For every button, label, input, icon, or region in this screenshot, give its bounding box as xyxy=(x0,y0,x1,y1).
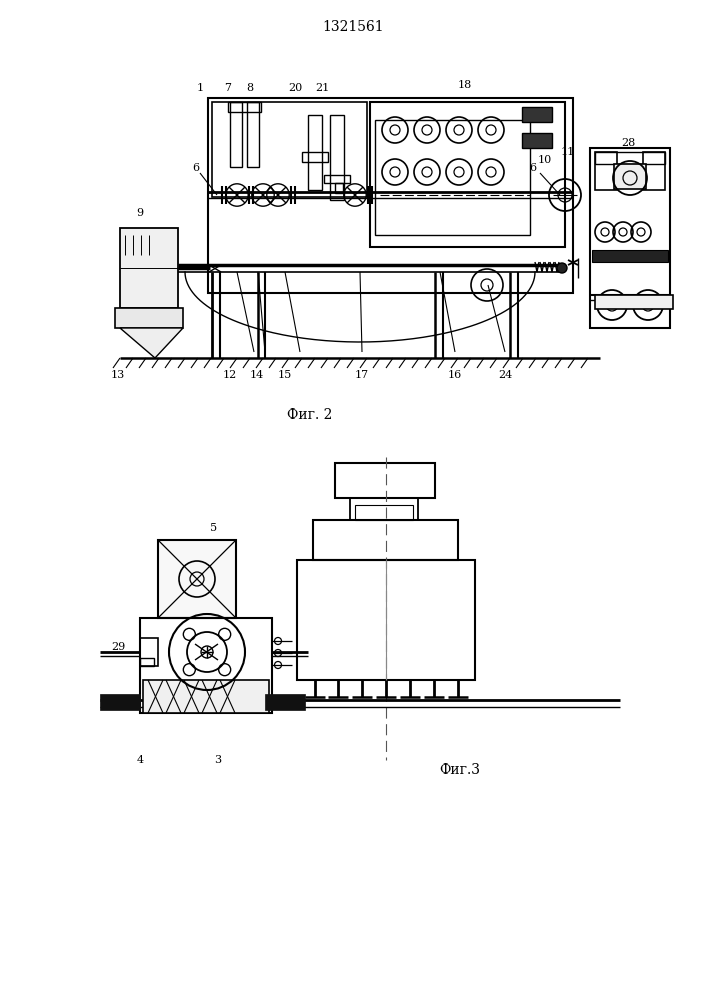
Text: 18: 18 xyxy=(458,80,472,90)
Text: 24: 24 xyxy=(498,370,512,380)
Text: 6: 6 xyxy=(530,163,537,173)
Circle shape xyxy=(201,646,213,658)
Bar xyxy=(595,152,617,190)
Bar xyxy=(158,540,236,618)
Bar xyxy=(308,115,322,190)
Text: 1321561: 1321561 xyxy=(322,20,384,34)
Bar xyxy=(120,228,178,308)
Bar xyxy=(370,102,565,247)
Text: 5: 5 xyxy=(211,523,218,533)
Text: 4: 4 xyxy=(136,755,144,765)
Text: 20: 20 xyxy=(288,83,302,93)
Bar xyxy=(247,102,259,167)
Text: 12: 12 xyxy=(223,370,237,380)
Bar xyxy=(643,152,665,190)
Text: 7: 7 xyxy=(225,83,231,93)
Bar xyxy=(297,560,475,680)
Bar xyxy=(324,175,350,183)
Bar xyxy=(313,520,458,560)
Bar xyxy=(592,250,668,262)
Bar xyxy=(205,694,245,710)
Bar xyxy=(115,308,183,328)
Bar xyxy=(208,98,573,293)
Text: 13: 13 xyxy=(111,370,125,380)
Bar xyxy=(140,638,158,666)
Bar xyxy=(522,107,552,122)
Bar xyxy=(140,658,154,666)
Text: 17: 17 xyxy=(355,370,369,380)
Bar xyxy=(595,152,665,164)
Bar xyxy=(143,680,269,713)
Text: 11: 11 xyxy=(561,147,575,157)
Text: 14: 14 xyxy=(250,370,264,380)
Text: 15: 15 xyxy=(278,370,292,380)
Bar xyxy=(355,505,413,520)
Circle shape xyxy=(557,263,567,273)
Bar xyxy=(140,618,272,713)
Bar xyxy=(614,164,646,189)
Bar xyxy=(100,694,140,710)
Bar xyxy=(212,102,367,197)
Text: 8: 8 xyxy=(247,83,254,93)
Bar xyxy=(335,183,343,193)
Text: Фиг.3: Фиг.3 xyxy=(440,763,481,777)
Bar xyxy=(148,694,188,710)
Bar xyxy=(330,115,344,200)
Text: 6: 6 xyxy=(192,163,199,173)
Text: 9: 9 xyxy=(136,208,144,218)
Text: 21: 21 xyxy=(315,83,329,93)
Bar xyxy=(590,148,670,328)
Text: 16: 16 xyxy=(448,370,462,380)
Bar xyxy=(522,133,552,148)
Text: 28: 28 xyxy=(621,138,635,148)
Text: 29: 29 xyxy=(111,642,125,652)
Text: 10: 10 xyxy=(538,155,552,165)
Text: Фиг. 2: Фиг. 2 xyxy=(287,408,333,422)
Polygon shape xyxy=(120,328,183,358)
Bar xyxy=(375,120,530,235)
Bar xyxy=(335,463,435,498)
Bar xyxy=(230,102,242,167)
Bar xyxy=(595,295,673,309)
Bar xyxy=(350,498,418,520)
Bar xyxy=(228,102,261,112)
Bar xyxy=(265,694,305,710)
Text: 1: 1 xyxy=(197,83,204,93)
Bar xyxy=(302,152,328,162)
Text: 3: 3 xyxy=(214,755,221,765)
